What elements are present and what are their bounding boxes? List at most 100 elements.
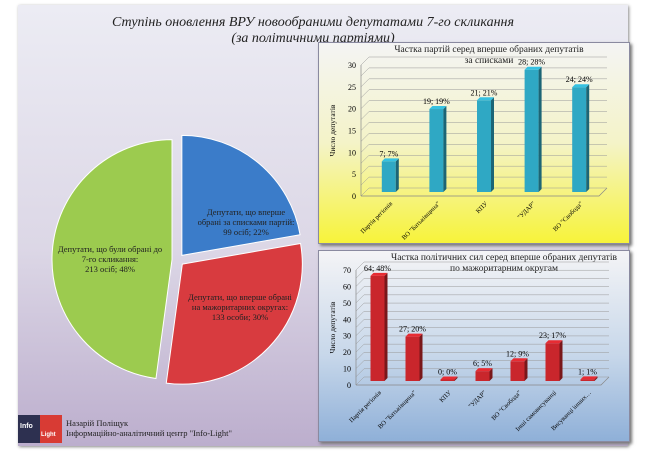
gridline <box>360 67 370 77</box>
data-label: 6; 5% <box>473 359 492 368</box>
x-tick-label: КПУ <box>438 389 453 404</box>
x-tick-label: "УДАР" <box>517 200 538 221</box>
x-tick-label: Висуванці інших… <box>550 389 593 432</box>
gridline <box>360 78 370 88</box>
pie-slice <box>51 139 173 380</box>
label-line: 7-го скликання: <box>82 254 139 264</box>
bar <box>429 109 444 192</box>
gridline <box>355 376 365 386</box>
majoritarian-bar-chart-panel: Частка політичних сил серед вперше обран… <box>318 250 630 442</box>
bar-top <box>572 84 590 88</box>
organization: Інформаційно-аналітичний центр "Info-Lig… <box>66 428 232 438</box>
bar-top <box>475 368 493 372</box>
gridline <box>355 319 365 328</box>
data-label: 23; 17% <box>539 331 566 340</box>
footer-text: Назарій Поліщук Інформаційно-аналітичний… <box>66 418 326 438</box>
x-tick-label: Партія регіонів <box>348 389 383 424</box>
gridline <box>360 89 370 98</box>
pie-chart: Депутати, що вперше обрані за списками па… <box>51 134 303 385</box>
bar-top <box>381 158 399 162</box>
y-axis-label: Число депутатів <box>328 104 337 156</box>
label-line: Депутати, що були обрані до <box>58 244 162 254</box>
chart-title-line-1: Частка політичних сил серед вперше обран… <box>391 253 617 263</box>
bar-side <box>395 158 399 192</box>
logo-light: Light <box>40 415 62 443</box>
gridline <box>355 352 365 361</box>
gridline <box>360 100 370 109</box>
data-label: 64; 48% <box>364 264 391 273</box>
y-tick-label: 20 <box>348 105 356 114</box>
bar-side <box>419 333 423 381</box>
y-tick-label: 0 <box>347 381 351 390</box>
y-tick-label: 70 <box>343 266 351 275</box>
data-label: 1; 1% <box>578 367 597 376</box>
gridline <box>360 155 370 164</box>
gridline <box>355 302 365 312</box>
label-line: Депутати, що вперше обрані <box>188 292 292 302</box>
bar <box>510 361 525 381</box>
gridline <box>355 343 365 353</box>
x-axis <box>361 187 608 197</box>
gridline <box>355 335 365 345</box>
pie-slice <box>181 134 301 257</box>
bar <box>381 161 396 192</box>
bar <box>524 69 539 192</box>
gridline <box>360 133 370 142</box>
bar-side <box>454 376 458 381</box>
bar-side <box>559 340 563 381</box>
x-tick-label: ВО "Батьківщина" <box>377 389 418 430</box>
chart-title-line-2: за списками <box>464 56 514 66</box>
y-tick-label: 50 <box>343 299 351 308</box>
x-tick-label: КПУ <box>475 200 490 215</box>
data-label: 24; 24% <box>566 75 593 84</box>
x-axis <box>356 376 610 386</box>
list-bar-chart-panel: Частка партій серед вперше обраних депут… <box>318 42 630 244</box>
data-label: 27; 20% <box>399 325 426 334</box>
data-label: 12; 9% <box>506 349 529 358</box>
bar <box>580 379 595 381</box>
gridline <box>355 360 365 369</box>
x-tick-label: Партія регіонів <box>359 200 394 235</box>
bar <box>440 379 455 381</box>
bar-side <box>384 272 388 381</box>
logo-info: Info <box>18 415 40 443</box>
data-label: 19; 19% <box>423 97 450 106</box>
x-tick-label: "УДАР" <box>467 389 488 410</box>
bar-top <box>524 66 542 70</box>
label-line: на мажоритарних округах: <box>192 302 288 312</box>
logo-text: Info <box>20 423 33 430</box>
bar-side <box>524 358 528 381</box>
gridline <box>360 187 370 197</box>
pie-slice-label: Депутати, що вперше обрані на мажоритарни… <box>188 292 292 322</box>
y-tick-label: 30 <box>343 332 351 341</box>
x-tick-label: ВО "Батьківщина" <box>401 200 442 241</box>
bar-side <box>586 84 590 192</box>
gridline <box>355 294 365 304</box>
chart-title-line-1: Частка партій серед вперше обраних депут… <box>394 45 584 55</box>
gridline <box>360 122 370 131</box>
y-tick-label: 20 <box>343 348 351 357</box>
y-tick-label: 0 <box>352 192 356 201</box>
bar-chart-lists: 0 5 10 15 20 25 30 Число депутатів 7; 7% Партія р… <box>328 56 608 242</box>
bar <box>545 343 560 381</box>
chart-title-line-2: по мажоритарним округам <box>450 264 558 274</box>
bar-side <box>491 97 494 192</box>
bar-chart-majoritarian: 0 10 20 30 40 50 60 70 Число депутатів 64; 48% Пар… <box>328 261 610 433</box>
gridline <box>360 111 370 120</box>
gridline <box>355 311 365 320</box>
bar-side <box>594 376 598 381</box>
x-tick-label: ВО "Свобода" <box>490 389 523 422</box>
bar-top <box>477 97 494 101</box>
pie-slice <box>165 242 303 385</box>
bar-top <box>580 376 598 380</box>
chart-title: Частка політичних сил серед вперше обран… <box>379 253 629 275</box>
y-tick-label: 30 <box>348 61 356 70</box>
y-tick-label: 25 <box>348 83 356 92</box>
author: Назарій Поліщук <box>66 418 129 428</box>
label-line: Депутати, що вперше <box>207 207 285 217</box>
bar-side <box>443 106 447 192</box>
bar <box>405 336 420 381</box>
value-label: 213 осіб; 48% <box>85 264 135 274</box>
gridline <box>360 176 370 186</box>
gridline <box>360 56 370 66</box>
